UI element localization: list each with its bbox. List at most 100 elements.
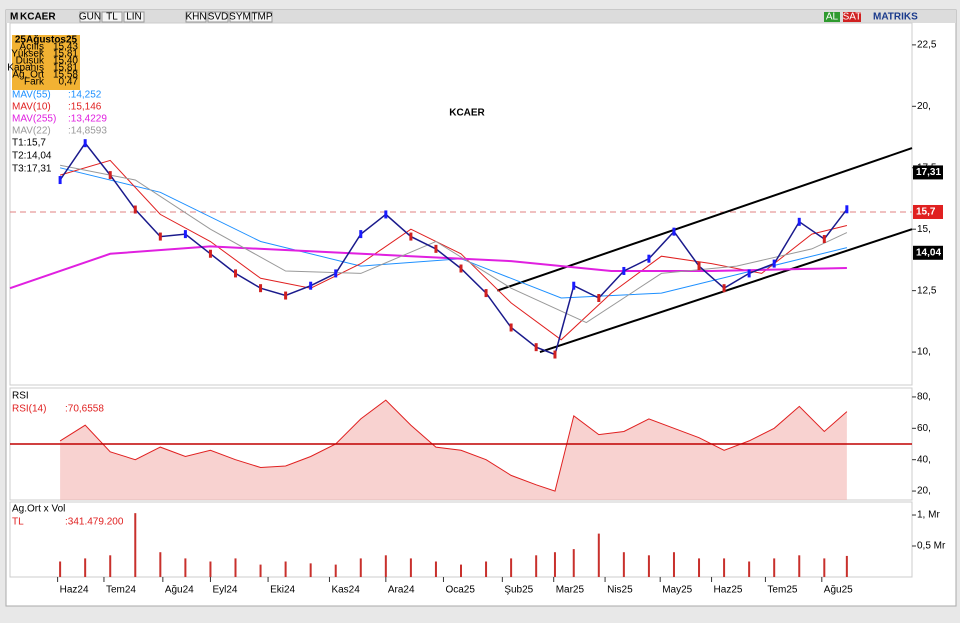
price-candle xyxy=(58,176,62,185)
toolbar-button[interactable]: TL xyxy=(106,12,118,23)
x-tick-label: Eki24 xyxy=(270,585,295,596)
volume-bar xyxy=(384,555,387,577)
panel-title: RSI xyxy=(12,391,29,402)
x-tick-label: May25 xyxy=(662,585,692,596)
info-value: 15,58 xyxy=(53,70,78,81)
x-tick-label: Eyl24 xyxy=(212,585,237,596)
y-tick-label: 10, xyxy=(917,347,931,358)
volume-bar xyxy=(309,563,312,577)
volume-bar xyxy=(572,549,575,577)
target-label: T1:15,7 xyxy=(12,138,46,149)
x-tick-label: Ara24 xyxy=(388,585,415,596)
toolbar-button[interactable]: GUN xyxy=(79,12,101,23)
volume-bar xyxy=(773,558,776,577)
price-candle xyxy=(647,254,651,263)
price-candle xyxy=(597,294,601,303)
y-tick-label: 80, xyxy=(917,392,931,403)
info-date: 25Ağustos25 xyxy=(15,35,78,46)
volume-bar xyxy=(748,561,751,577)
price-candle xyxy=(133,205,137,214)
price-candle xyxy=(309,281,313,290)
volume-bar xyxy=(334,564,337,577)
price-candle xyxy=(259,284,263,293)
ma-line xyxy=(60,164,848,324)
toolbar-button-bg xyxy=(123,11,145,23)
price-candle xyxy=(359,230,363,239)
x-tick-label: Ağu24 xyxy=(165,585,194,596)
price-candle xyxy=(797,217,801,226)
volume-bar xyxy=(647,555,650,577)
price-candle xyxy=(722,284,726,293)
volume-bar xyxy=(460,564,462,577)
toolbar-button-bg xyxy=(185,11,207,23)
price-candle xyxy=(622,266,626,275)
price-candle xyxy=(434,244,438,253)
legend-value: :15,146 xyxy=(68,102,102,113)
legend-value: :14,8593 xyxy=(68,126,107,137)
toolbar-button-bg xyxy=(251,11,273,23)
toolbar-button[interactable]: SVD xyxy=(208,12,229,23)
ma-line xyxy=(9,245,847,290)
volume-bar xyxy=(798,555,801,577)
legend-value: :14,252 xyxy=(68,90,102,101)
y-tick-label: 0,5 Mr xyxy=(917,541,946,552)
info-value: 15,43 xyxy=(53,42,78,53)
price-candle xyxy=(509,323,513,332)
price-marker: 14,04 xyxy=(916,247,941,258)
toolbar-button[interactable]: TMP xyxy=(251,12,272,23)
volume-bar xyxy=(409,558,412,577)
volume-bar xyxy=(622,552,625,577)
volume-bar xyxy=(284,561,287,577)
info-label: Fark xyxy=(24,77,45,88)
volume-bar xyxy=(109,555,112,577)
legend-name: MAV(10) xyxy=(12,102,51,113)
y-tick-label: 12,5 xyxy=(917,285,937,296)
volume-bar xyxy=(597,533,600,577)
volume-bar xyxy=(485,561,488,577)
volume-bar xyxy=(209,561,212,577)
price-candle xyxy=(183,230,187,239)
price-candle xyxy=(484,289,488,298)
toolbar-button[interactable]: SYM xyxy=(229,12,251,23)
trend-line xyxy=(539,228,913,354)
sell-button[interactable]: SAT xyxy=(843,12,862,23)
y-tick-label: 40, xyxy=(917,454,931,465)
price-candle xyxy=(208,249,212,258)
symbol[interactable]: KCAER xyxy=(20,12,56,23)
legend-value: :341.479.200 xyxy=(65,517,124,528)
price-candle xyxy=(409,232,413,241)
price-marker-bg xyxy=(913,204,943,219)
price-candle xyxy=(83,139,87,148)
price-candle xyxy=(772,259,776,268)
x-tick-label: Şub25 xyxy=(504,585,533,596)
brand[interactable]: MATRIKS xyxy=(873,12,918,23)
target-label: T2:14,04 xyxy=(12,151,52,162)
volume-bar xyxy=(698,558,701,577)
price-panel xyxy=(9,22,913,386)
toolbar-button-bg xyxy=(207,11,229,23)
y-tick-label: 20, xyxy=(917,101,931,112)
toolbar-button-bg xyxy=(79,11,101,23)
info-label: Kapanış xyxy=(7,63,44,74)
toolbar-button[interactable]: LIN xyxy=(126,12,142,23)
volume-bar xyxy=(359,558,362,577)
volume-bar xyxy=(723,558,726,577)
info-box xyxy=(12,35,80,90)
info-label: Yüksek xyxy=(11,49,45,60)
y-tick-label: 20, xyxy=(917,486,931,497)
price-marker-bg xyxy=(913,165,943,180)
price-candle xyxy=(459,264,463,273)
sell-button-bg xyxy=(843,12,861,22)
price-candle xyxy=(697,262,701,271)
buy-button[interactable]: AL xyxy=(826,12,839,23)
price-candle xyxy=(534,343,538,352)
logo: M xyxy=(10,12,18,23)
panel-title: Ag.Ort x Vol xyxy=(12,504,65,515)
info-value: 15,81 xyxy=(53,49,78,60)
volume-bar xyxy=(59,561,62,577)
x-tick-label: Mar25 xyxy=(556,585,585,596)
info-value: 0,47 xyxy=(59,77,79,88)
toolbar-button[interactable]: KHN xyxy=(185,12,206,23)
